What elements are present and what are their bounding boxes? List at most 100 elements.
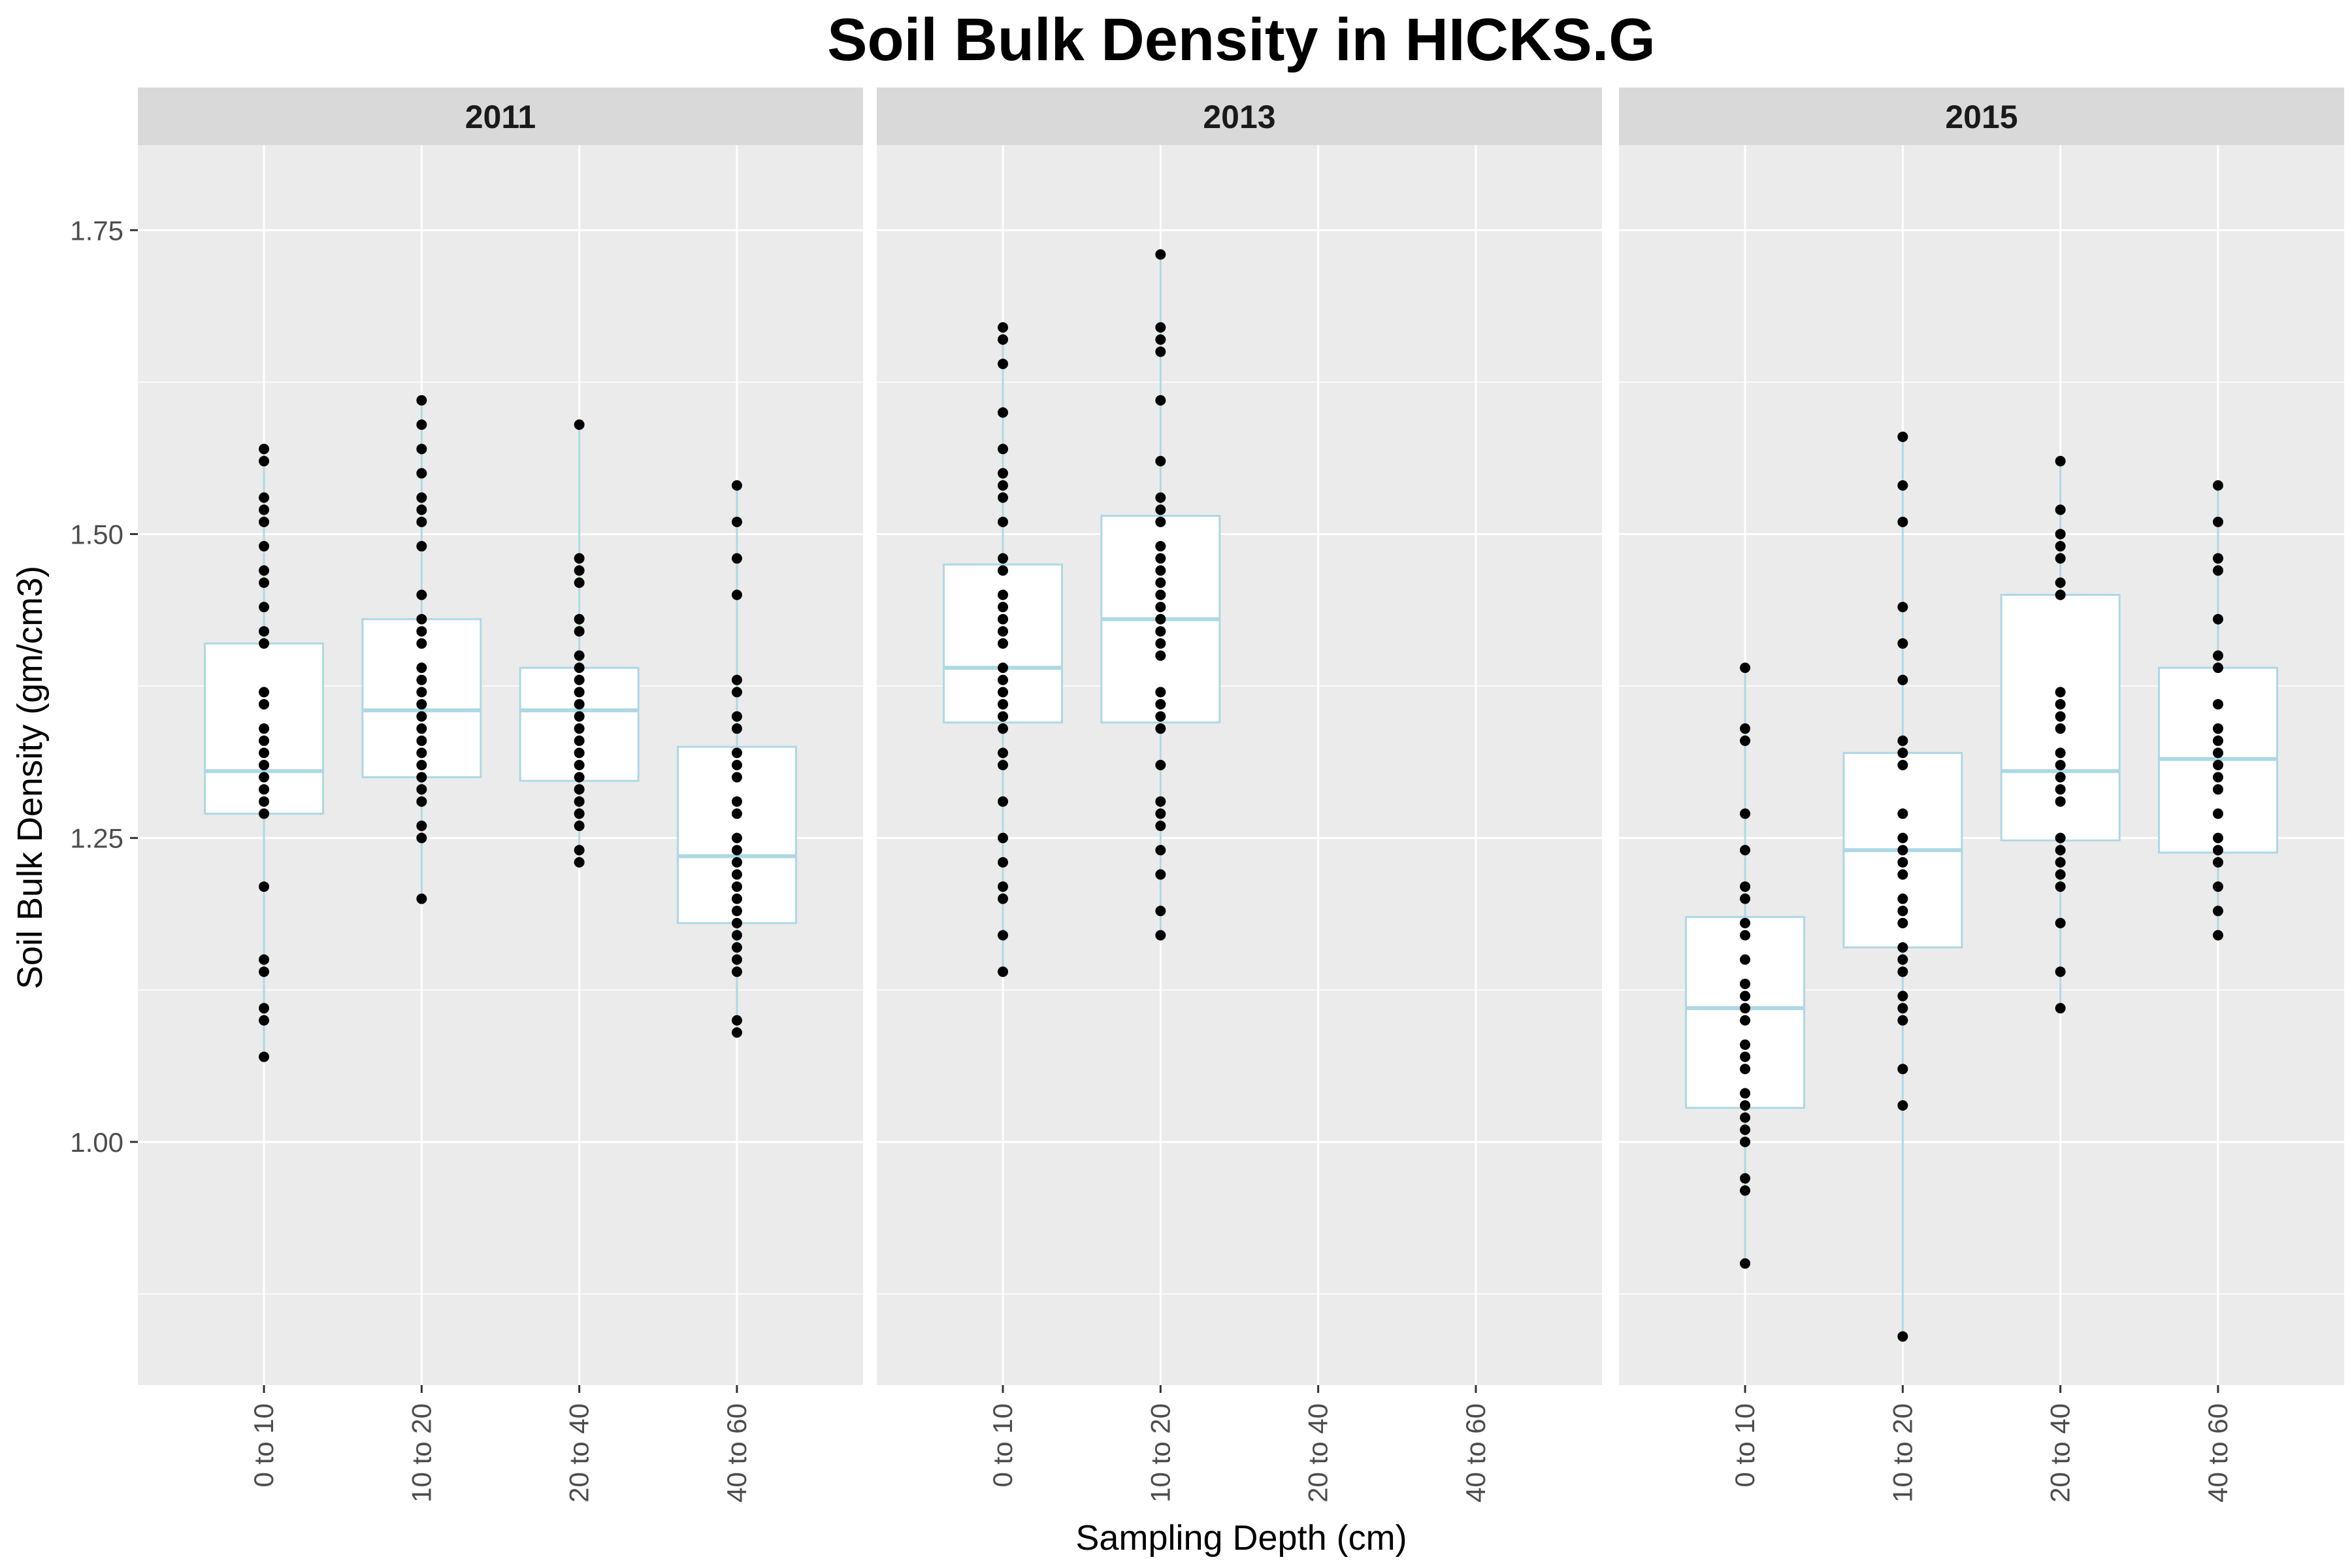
data-point: [1897, 1015, 1908, 1026]
data-point: [416, 735, 427, 746]
data-point: [574, 857, 585, 868]
data-point: [2212, 735, 2223, 746]
data-point: [2212, 553, 2223, 564]
data-point: [1155, 541, 1166, 552]
data-point: [731, 857, 742, 868]
data-point: [731, 832, 742, 843]
data-point: [574, 687, 585, 698]
data-point: [998, 930, 1009, 941]
data-point: [574, 565, 585, 576]
data-point: [998, 589, 1009, 600]
data-point: [1740, 845, 1751, 856]
data-point: [2212, 650, 2223, 661]
data-point: [1155, 808, 1166, 819]
data-point: [998, 711, 1009, 722]
data-point: [2212, 698, 2223, 710]
data-point: [1740, 1124, 1751, 1135]
data-point: [574, 821, 585, 832]
data-point: [998, 565, 1009, 576]
y-tick-label: 1.00: [70, 1127, 123, 1158]
data-point: [416, 662, 427, 674]
data-point: [259, 577, 270, 588]
panel-background: [877, 145, 1602, 1385]
data-point: [731, 553, 742, 564]
data-point: [1897, 760, 1908, 770]
data-point: [731, 516, 742, 527]
data-point: [416, 772, 427, 783]
data-point: [1897, 857, 1908, 868]
data-point: [259, 565, 270, 576]
data-point: [259, 1051, 270, 1062]
data-point: [731, 893, 742, 904]
data-point: [416, 492, 427, 503]
data-point: [259, 1015, 270, 1026]
data-point: [2055, 577, 2066, 588]
data-point: [416, 893, 427, 904]
data-point: [1155, 845, 1166, 856]
data-point: [731, 711, 742, 722]
data-point: [1897, 1100, 1908, 1111]
data-point: [1155, 869, 1166, 880]
data-point: [259, 747, 270, 759]
data-point: [1740, 893, 1751, 904]
data-point: [1155, 613, 1166, 625]
data-point: [1155, 346, 1166, 357]
data-point: [2212, 784, 2223, 795]
data-point: [416, 821, 427, 832]
data-point: [574, 760, 585, 770]
box-10-to-20: [361, 395, 482, 904]
data-point: [731, 869, 742, 880]
facet-strip: [877, 88, 1602, 145]
data-point: [998, 322, 1009, 333]
data-point: [1155, 711, 1166, 722]
data-point: [574, 698, 585, 710]
data-point: [1155, 638, 1166, 649]
data-point: [2212, 881, 2223, 892]
data-point: [259, 626, 270, 637]
data-point: [574, 711, 585, 722]
data-point: [731, 480, 742, 491]
data-point: [1155, 395, 1166, 406]
data-point: [1155, 455, 1166, 466]
data-point: [574, 662, 585, 674]
box-0-to-10: [204, 444, 325, 1062]
x-tick-label: 20 to 40: [2045, 1403, 2076, 1503]
data-point: [731, 747, 742, 759]
data-point: [2055, 966, 2066, 977]
data-point: [416, 516, 427, 527]
data-point: [998, 516, 1009, 527]
data-point: [416, 589, 427, 600]
y-axis-title: Soil Bulk Density (gm/cm3): [10, 566, 50, 989]
data-point: [731, 966, 742, 977]
data-point: [731, 845, 742, 856]
data-point: [259, 760, 270, 770]
data-point: [2212, 480, 2223, 491]
data-point: [259, 723, 270, 734]
data-point: [1740, 808, 1751, 819]
data-point: [1155, 322, 1166, 333]
data-point: [259, 492, 270, 503]
data-point: [731, 917, 742, 928]
data-point: [1740, 723, 1751, 734]
y-tick-label: 1.75: [70, 215, 123, 246]
data-point: [731, 589, 742, 600]
data-point: [998, 796, 1009, 807]
data-point: [2055, 881, 2066, 892]
data-point: [2055, 760, 2066, 770]
data-point: [2055, 711, 2066, 722]
data-point: [1155, 796, 1166, 807]
data-point: [259, 698, 270, 710]
data-point: [1740, 978, 1751, 989]
data-point: [1155, 650, 1166, 661]
data-point: [259, 541, 270, 552]
data-point: [998, 626, 1009, 637]
data-point: [574, 613, 585, 625]
data-point: [416, 395, 427, 406]
data-point: [259, 808, 270, 819]
data-point: [416, 504, 427, 515]
data-point: [1740, 735, 1751, 746]
data-point: [259, 784, 270, 795]
data-point: [2212, 772, 2223, 783]
data-point: [731, 796, 742, 807]
